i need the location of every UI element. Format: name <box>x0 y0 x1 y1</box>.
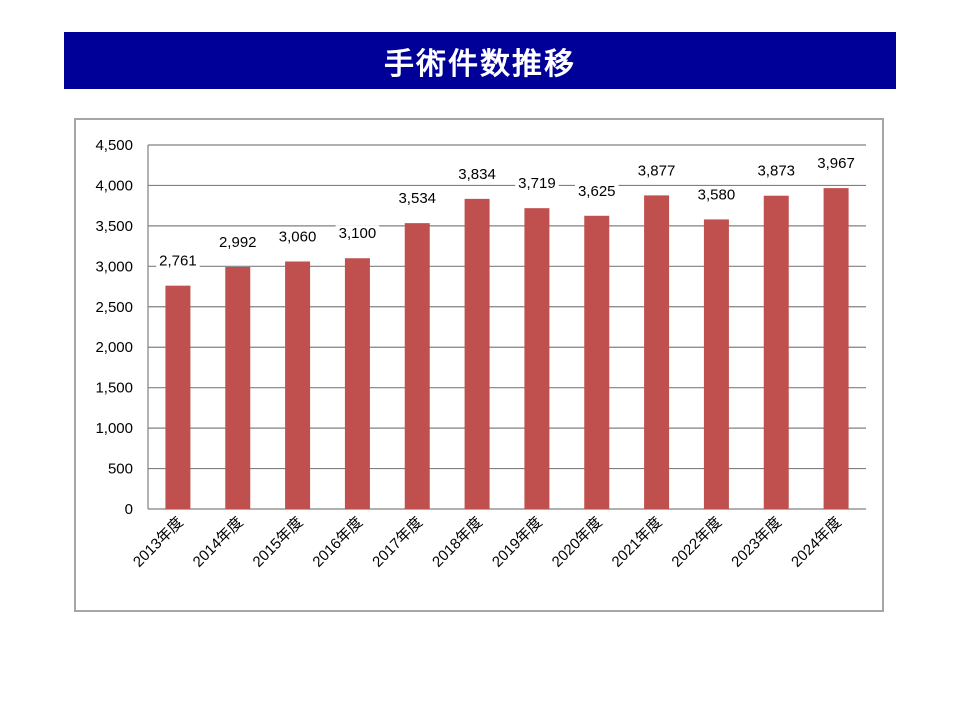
x-tick-label: 2021年度 <box>609 514 666 571</box>
data-label: 3,100 <box>339 225 377 242</box>
y-tick-label: 1,000 <box>95 420 133 437</box>
data-label: 3,625 <box>578 183 616 200</box>
data-label: 3,534 <box>398 190 436 207</box>
bar <box>285 261 311 509</box>
bar <box>584 215 610 509</box>
title-banner: 手術件数推移 <box>64 32 896 89</box>
data-label-background <box>156 252 200 270</box>
x-tick-label: 2017年度 <box>369 514 426 571</box>
bar <box>823 188 849 509</box>
data-label: 3,877 <box>638 162 676 179</box>
bar <box>165 285 191 509</box>
x-tick-label: 2023年度 <box>728 514 785 571</box>
y-tick-label: 1,500 <box>95 380 133 397</box>
x-tick-label: 2019年度 <box>489 514 546 571</box>
x-tick-label: 2014年度 <box>190 514 247 571</box>
bar <box>763 195 789 509</box>
x-tick-label: 2018年度 <box>429 514 486 571</box>
surgery-count-bar-chart: 0 500 1,000 1,500 2,000 2,500 3,000 3,500 4,000 4… <box>95 137 866 571</box>
data-label: 3,719 <box>518 175 556 192</box>
bar <box>644 195 670 509</box>
y-tick-label: 4,500 <box>95 137 133 154</box>
y-tick-label: 500 <box>108 461 133 478</box>
y-tick-label: 3,000 <box>95 258 133 275</box>
bar <box>464 198 490 509</box>
data-label-background <box>634 162 679 180</box>
data-label-background <box>814 155 858 173</box>
data-label-background <box>275 228 320 246</box>
data-label: 2,992 <box>219 234 257 251</box>
chart-frame: 0 500 1,000 1,500 2,000 2,500 3,000 3,500 4,000 4… <box>74 118 884 612</box>
page-title: 手術件数推移 <box>384 46 576 82</box>
data-label: 3,834 <box>458 166 496 183</box>
data-label-background <box>515 175 559 193</box>
data-label-background <box>574 182 619 200</box>
data-label-background <box>455 165 499 183</box>
data-label-background <box>395 190 440 208</box>
data-label: 3,060 <box>279 228 317 245</box>
data-label-background <box>754 162 799 180</box>
y-tick-label: 0 <box>125 501 133 518</box>
y-tick-label: 2,000 <box>95 339 133 356</box>
bar <box>225 266 251 509</box>
bar <box>524 208 550 509</box>
data-label: 3,580 <box>698 186 736 203</box>
data-label: 2,761 <box>159 253 197 270</box>
y-tick-label: 3,500 <box>95 218 133 235</box>
data-label: 3,873 <box>757 163 795 180</box>
bar <box>344 258 370 509</box>
x-tick-label: 2020年度 <box>549 514 606 571</box>
x-tick-label: 2013年度 <box>130 514 187 571</box>
data-label-background <box>694 186 739 204</box>
data-label-background <box>335 225 380 243</box>
x-tick-label: 2022年度 <box>668 514 725 571</box>
y-tick-label: 4,000 <box>95 177 133 194</box>
x-tick-label: 2016年度 <box>309 514 366 571</box>
bar <box>404 223 430 509</box>
data-label-background <box>215 233 260 251</box>
y-tick-label: 2,500 <box>95 299 133 316</box>
data-label: 3,967 <box>817 155 855 172</box>
bar <box>703 219 729 509</box>
x-tick-label: 2024年度 <box>788 514 845 571</box>
x-tick-label: 2015年度 <box>250 514 307 571</box>
